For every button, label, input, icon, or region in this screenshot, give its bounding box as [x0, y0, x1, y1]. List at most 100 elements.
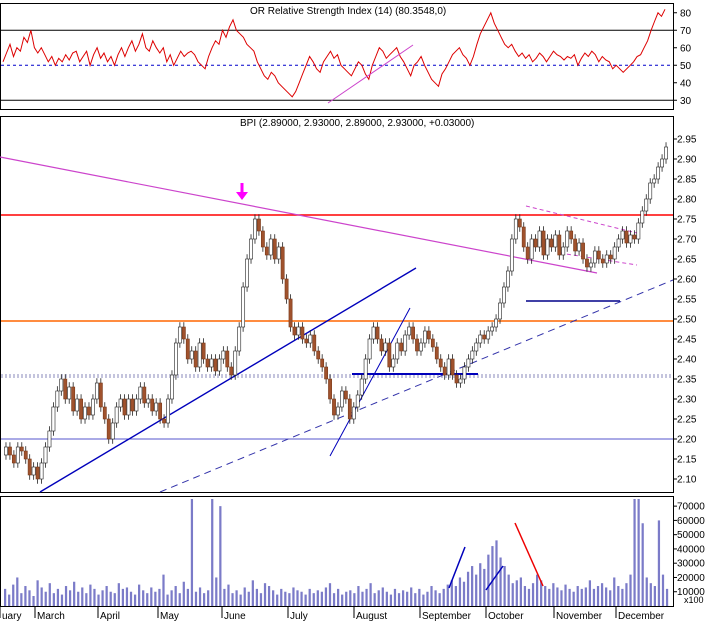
candle-body: [359, 378, 364, 396]
candle-body: [205, 358, 210, 368]
candle-body: [340, 390, 344, 408]
candle-body: [664, 146, 668, 160]
candle-body: [27, 458, 32, 476]
candle-body: [549, 238, 554, 248]
candle-body: [470, 350, 475, 360]
candle-body: [280, 246, 285, 280]
candle-body: [106, 418, 111, 440]
volume-bar: [349, 590, 352, 606]
candle-body: [253, 218, 257, 240]
x-tick-label: May: [160, 611, 179, 622]
volume-bar: [105, 586, 108, 606]
candle-body: [648, 182, 653, 200]
candle-body: [395, 342, 400, 360]
candle-body: [110, 422, 115, 440]
volume-bar: [223, 588, 226, 606]
volume-bar: [170, 590, 173, 606]
volume-bar: [178, 593, 181, 606]
candle-body: [592, 250, 597, 264]
volume-bar: [641, 523, 644, 606]
volume-bar: [361, 591, 364, 606]
volume-bar: [462, 581, 466, 606]
candle-body: [577, 242, 581, 252]
volume-bar: [540, 580, 543, 606]
candle-body: [249, 238, 253, 260]
volume-bar: [40, 587, 43, 606]
candle-body: [490, 326, 495, 332]
volume-bar: [239, 594, 242, 606]
volume-bar: [142, 590, 145, 606]
volume-bar: [93, 588, 96, 606]
candle-body: [11, 454, 16, 464]
candle-body: [213, 358, 218, 372]
candle-body: [87, 406, 91, 416]
volume-bar: [523, 586, 527, 606]
volume-bar: [617, 586, 620, 606]
volume-bar: [81, 587, 84, 606]
volume-bar: [438, 593, 441, 606]
volume-bar: [202, 593, 206, 606]
candle-body: [371, 326, 376, 340]
candle-body: [23, 450, 28, 460]
candle-body: [336, 406, 340, 416]
volume-bar: [312, 593, 315, 606]
candle-body: [426, 330, 431, 340]
volume-bar: [515, 580, 518, 606]
volume-bar: [288, 593, 291, 606]
volume-bar: [645, 577, 648, 606]
volume-bar: [243, 587, 246, 606]
candle-body: [415, 338, 419, 352]
volume-bar: [215, 577, 218, 606]
price-tick-label: 2.95: [677, 135, 697, 146]
volume-bar: [406, 591, 409, 606]
volume-bar: [263, 583, 267, 606]
x-tick-label: October: [488, 611, 524, 622]
candle-body: [332, 398, 336, 416]
candle-body: [529, 238, 534, 260]
volume-bar: [207, 590, 210, 606]
volume-tick-label: 10000: [677, 587, 705, 598]
candle-body: [177, 326, 182, 344]
candle-body: [517, 218, 522, 228]
candle-body: [573, 238, 578, 252]
volume-bar: [377, 590, 380, 606]
candle-body: [620, 230, 625, 240]
candle-body: [632, 234, 637, 240]
volume-bar: [596, 586, 600, 606]
volume-bar: [48, 583, 51, 606]
candle-body: [419, 342, 423, 352]
volume-bar: [328, 583, 332, 606]
price-tick-label: 2.10: [677, 475, 697, 486]
panel-frames: [0, 3, 674, 607]
volume-bar: [393, 588, 397, 606]
candle-body: [589, 262, 593, 268]
candle-body: [51, 406, 56, 432]
volume-bar: [324, 587, 328, 606]
volume-bar: [150, 587, 153, 606]
candle-body: [39, 462, 44, 480]
x-tick-label: uary: [2, 611, 21, 622]
candle-body: [257, 218, 261, 232]
volume-bar: [495, 540, 498, 606]
candle-body: [98, 382, 103, 408]
candle-body: [75, 398, 80, 412]
candle-body: [233, 350, 238, 376]
candle-body: [509, 238, 514, 272]
price-tick-label: 2.50: [677, 315, 697, 326]
candle-body: [154, 402, 159, 412]
x-tick-label: September: [422, 611, 472, 622]
volume-bar: [56, 588, 60, 606]
volume-bar: [410, 587, 413, 606]
volume-bar: [491, 546, 494, 606]
candle-body: [8, 446, 12, 456]
volume-bar: [4, 588, 7, 606]
volume-bar: [442, 588, 445, 606]
candle-body: [162, 418, 166, 424]
volume-bar: [450, 580, 453, 606]
candle-body: [316, 350, 321, 360]
candle-body: [71, 386, 76, 412]
candle-body: [660, 158, 664, 168]
candle-body: [114, 406, 119, 424]
volume-bar: [341, 594, 344, 606]
volume-bar: [568, 588, 571, 606]
